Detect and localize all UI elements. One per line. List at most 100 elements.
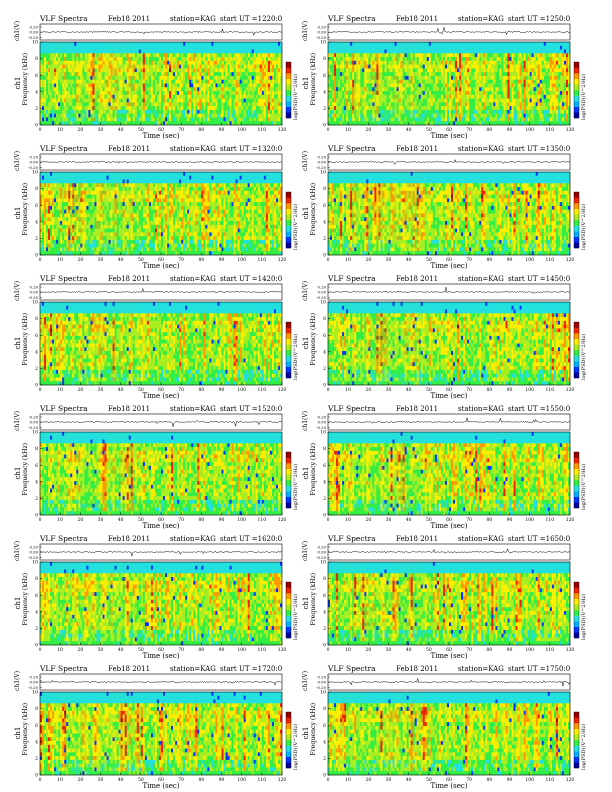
colorbar-segment <box>286 463 291 469</box>
panel-date: Feb18 2011 <box>396 275 438 283</box>
colorbar-segment <box>574 90 579 96</box>
colorbar-segment <box>574 593 579 599</box>
y-tick-label: 6 <box>35 723 38 729</box>
waveform-tick-label: -0.20 <box>316 165 326 170</box>
x-axis-label: Time (sec) <box>430 392 467 400</box>
waveform-ylabel: ch1(V) <box>14 541 21 561</box>
colorbar-segment <box>286 718 291 724</box>
waveform-ylabel: ch1(V) <box>14 281 21 301</box>
spectrogram-cells <box>328 692 570 775</box>
panel-station: station=KAG <box>170 535 216 543</box>
colorbar-segment <box>574 718 579 724</box>
x-tick-label: 110 <box>546 127 555 133</box>
x-tick-label: 40 <box>118 517 124 523</box>
y-tick-label: 4 <box>35 219 38 225</box>
colorbar-segment <box>574 198 579 204</box>
panel-start-time: start UT =1720:0 <box>220 665 282 673</box>
panel-start-time: start UT =1350:0 <box>508 145 570 153</box>
x-tick-label: 100 <box>525 257 534 263</box>
panel-date: Feb18 2011 <box>396 535 438 543</box>
colorbar-segment <box>286 350 291 356</box>
spectrogram-ylabel-channel: ch1 <box>302 207 310 220</box>
x-tick-label: 90 <box>219 127 225 133</box>
colorbar-segment <box>574 62 579 68</box>
x-tick-label: 40 <box>118 387 124 393</box>
colorbar-segment <box>286 90 291 96</box>
y-tick-label: 4 <box>323 609 326 615</box>
x-tick-label: 90 <box>219 517 225 523</box>
panel-header: VLF Spectra <box>39 534 88 543</box>
x-tick-label: 10 <box>57 257 63 263</box>
colorbar-segment <box>574 469 579 475</box>
x-tick-label: 40 <box>118 647 124 653</box>
panel-date: Feb18 2011 <box>108 665 150 673</box>
y-tick-label: 10 <box>32 430 38 436</box>
y-tick-label: 8 <box>323 316 326 322</box>
x-tick-label: 40 <box>406 257 412 263</box>
panel-header: VLF Spectra <box>39 664 88 673</box>
colorbar-segment <box>574 599 579 605</box>
spectrogram-panel: VLF Spectra Feb18 2011 station=KAG start UT… <box>14 144 299 270</box>
panel-start-time: start UT =1650:0 <box>508 535 570 543</box>
colorbar-segment <box>286 604 291 610</box>
y-tick-label: 4 <box>35 739 38 745</box>
colorbar-segment <box>286 220 291 226</box>
colorbar-segment <box>286 112 291 118</box>
x-tick-label: 120 <box>278 647 287 653</box>
panel-header: VLF Spectra <box>327 404 376 413</box>
colorbar-segment <box>574 486 579 492</box>
y-tick-label: 2 <box>323 496 326 502</box>
spectrogram-ylabel-channel: ch1 <box>302 467 310 480</box>
panel-date: Feb18 2011 <box>108 405 150 413</box>
panel-start-time: start UT =1750:0 <box>508 665 570 673</box>
colorbar-segment <box>574 372 579 378</box>
panel-date: Feb18 2011 <box>108 535 150 543</box>
colorbar-segment <box>574 757 579 763</box>
y-tick-label: 4 <box>323 89 326 95</box>
spectrogram-ylabel-frequency: Frequency (kHz) <box>310 183 317 236</box>
y-tick-label: 6 <box>35 203 38 209</box>
colorbar-segment <box>286 209 291 215</box>
spectrogram-panel: VLF Spectra Feb18 2011 station=KAG start UT… <box>14 14 299 140</box>
panel-header: VLF Spectra <box>39 404 88 413</box>
x-tick-label: 90 <box>507 127 513 133</box>
panel-station: station=KAG <box>170 145 216 153</box>
y-tick-label: 4 <box>323 349 326 355</box>
spectrogram-ylabel-channel: ch1 <box>302 597 310 610</box>
y-tick-label: 10 <box>32 300 38 306</box>
y-tick-label: 2 <box>323 236 326 242</box>
spectrogram-cells <box>328 432 570 515</box>
panel-station: station=KAG <box>458 665 504 673</box>
x-tick-label: 0 <box>327 387 330 393</box>
colorbar-segment <box>574 220 579 226</box>
colorbar-segment <box>574 604 579 610</box>
y-tick-label: 4 <box>323 219 326 225</box>
panel-start-time: start UT =1420:0 <box>220 275 282 283</box>
colorbar-segment <box>286 339 291 345</box>
x-tick-label: 80 <box>198 387 204 393</box>
spectrogram-ylabel-frequency: Frequency (kHz) <box>22 703 29 756</box>
spectrogram-panel: VLF Spectra Feb18 2011 station=KAG start UT… <box>14 274 299 400</box>
spectrogram-ylabel-frequency: Frequency (kHz) <box>310 53 317 106</box>
colorbar-segment <box>574 367 579 373</box>
colorbar-segment <box>286 751 291 757</box>
colorbar-segment <box>286 68 291 74</box>
spectrogram-ylabel-channel: ch1 <box>14 467 22 480</box>
x-tick-label: 110 <box>258 387 267 393</box>
colorbar-segment <box>286 84 291 90</box>
y-tick-label: 2 <box>35 236 38 242</box>
x-tick-label: 100 <box>237 387 246 393</box>
waveform-tick-label: -0.20 <box>28 295 38 300</box>
x-tick-label: 120 <box>278 777 287 783</box>
colorbar-segment <box>574 463 579 469</box>
y-tick-label: 10 <box>32 690 38 696</box>
waveform-tick-label: -0.20 <box>316 35 326 40</box>
colorbar-segment <box>286 322 291 328</box>
waveform-tick-label: -0.20 <box>28 165 38 170</box>
spectrogram-ylabel-channel: ch1 <box>14 207 22 220</box>
x-tick-label: 110 <box>546 387 555 393</box>
x-tick-label: 80 <box>486 517 492 523</box>
colorbar-segment <box>574 712 579 718</box>
x-tick-label: 40 <box>406 127 412 133</box>
panel-start-time: start UT =1220:0 <box>220 15 282 23</box>
